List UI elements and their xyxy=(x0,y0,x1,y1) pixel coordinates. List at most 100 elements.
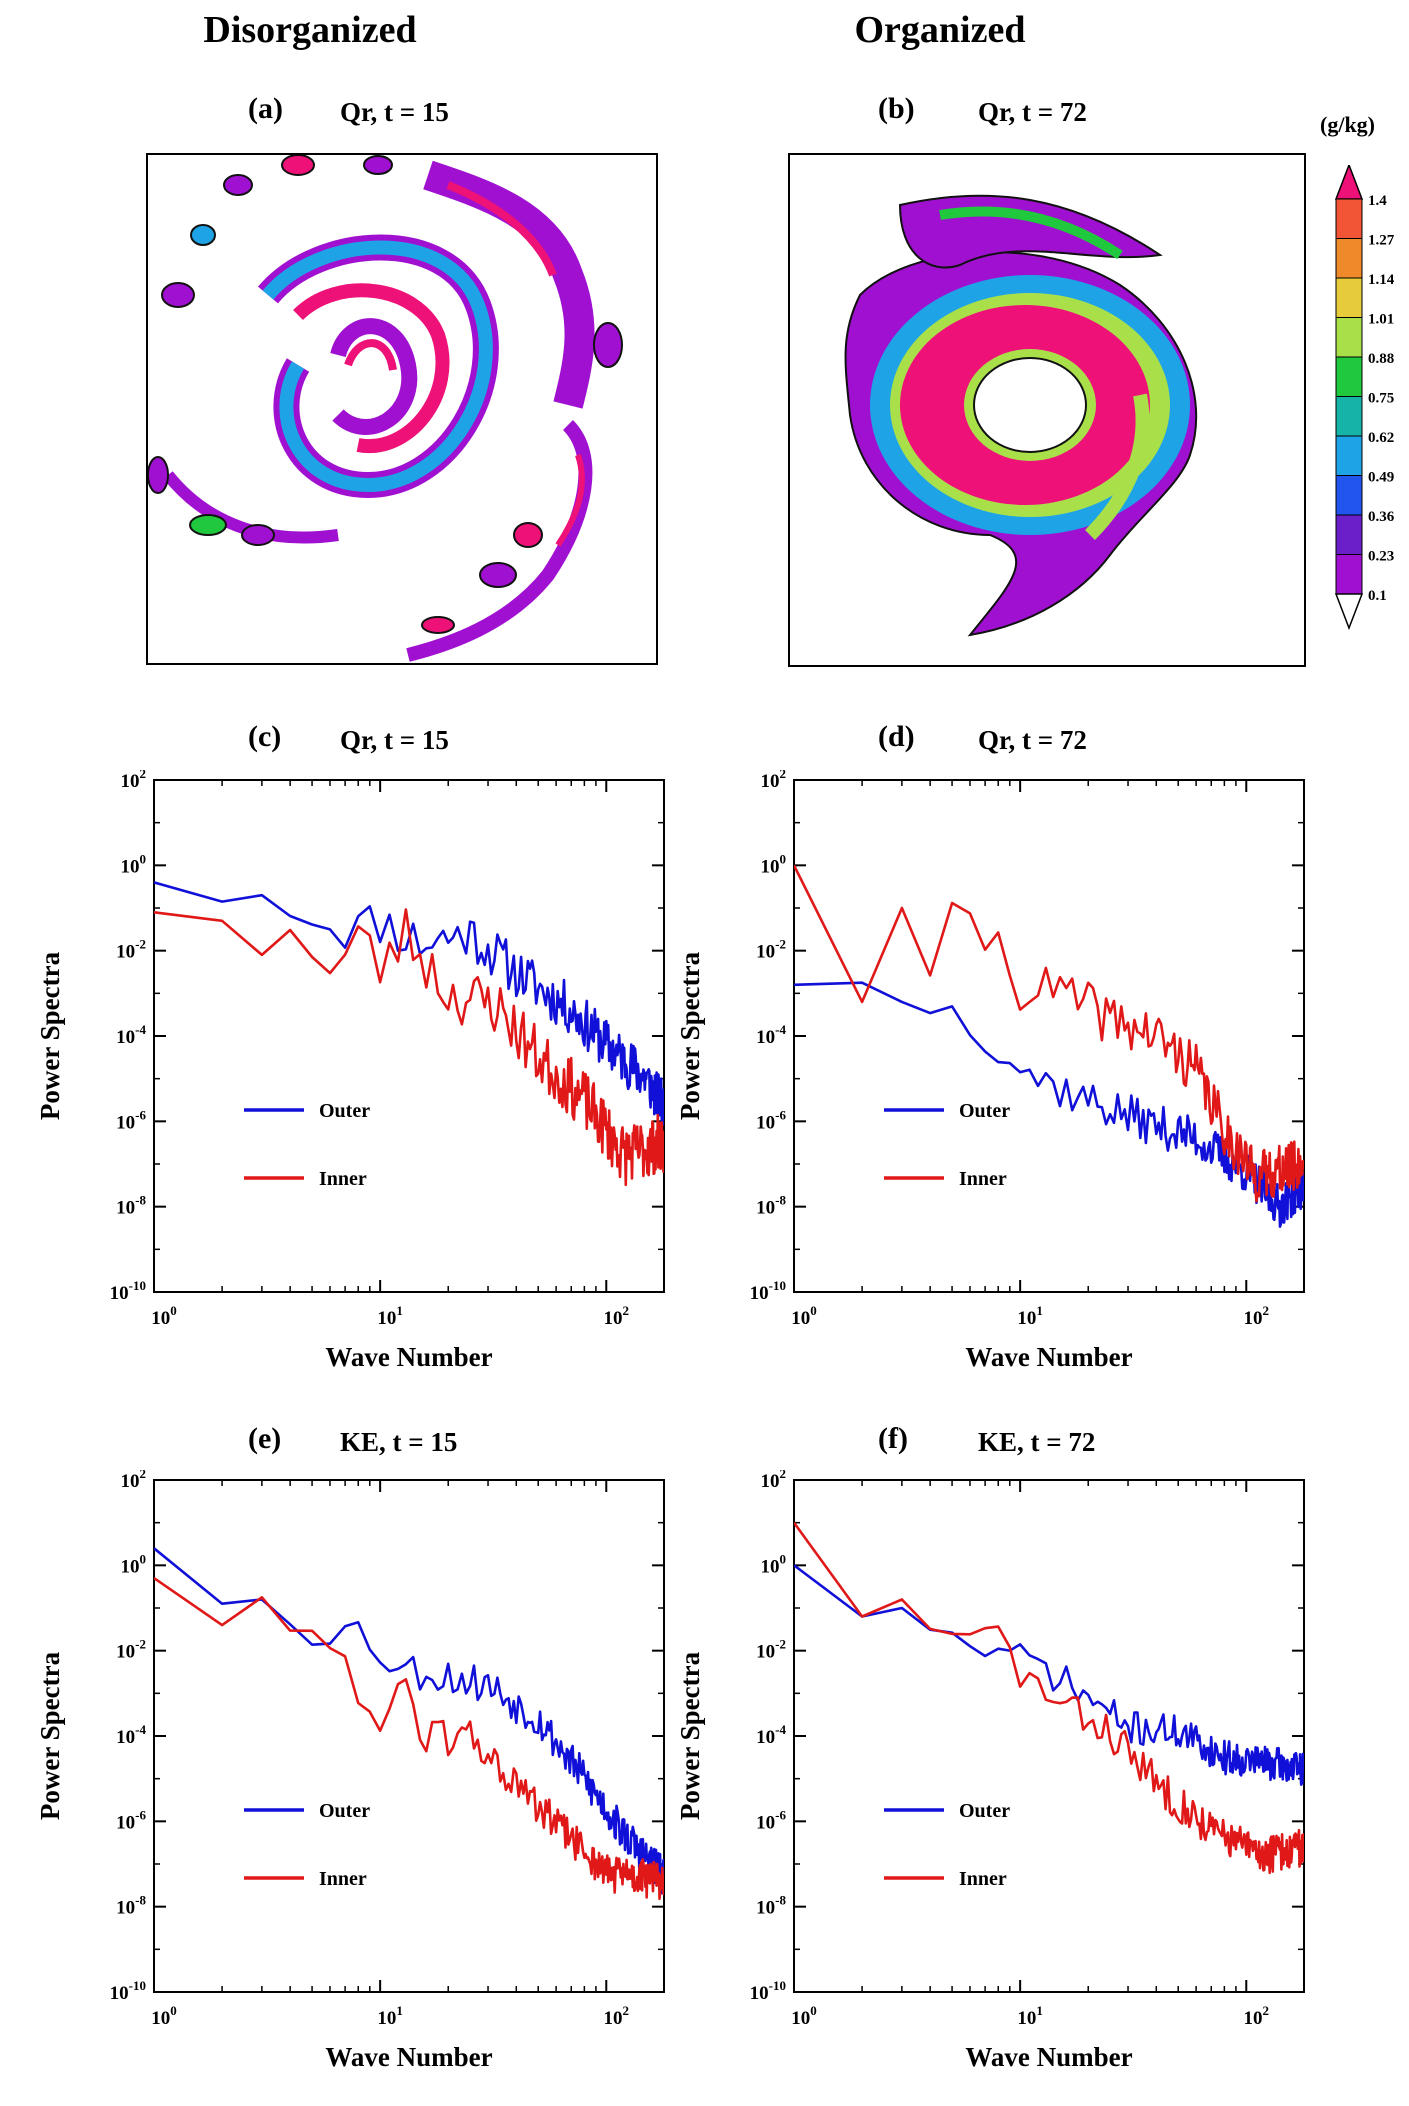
y-tick-label: 10-10 xyxy=(750,1978,786,2004)
panel-b-title: Qr, t = 72 xyxy=(978,97,1087,127)
colorbar-segment xyxy=(1335,435,1363,476)
panel-b-label: (b) xyxy=(878,92,915,125)
x-tick-label: 101 xyxy=(1017,2003,1043,2029)
legend-label-outer: Outer xyxy=(319,1100,370,1122)
y-tick-label: 10-4 xyxy=(756,1022,786,1048)
y-tick-label: 10-4 xyxy=(756,1722,786,1748)
series-line-outer xyxy=(154,1547,664,1895)
colorbar-bottom-arrow xyxy=(1334,593,1364,631)
y-tick-label: 10-2 xyxy=(116,1637,146,1663)
rain-map-a-image xyxy=(148,155,623,662)
colorbar-segment xyxy=(1335,356,1363,397)
panel-c-title: Qr, t = 15 xyxy=(340,725,449,755)
x-axis-label: Wave Number xyxy=(965,1342,1132,1372)
plot-frame xyxy=(793,1479,1305,1993)
y-tick-label: 10-4 xyxy=(116,1722,146,1748)
x-tick-label: 101 xyxy=(377,2003,403,2029)
panel-d-label: (d) xyxy=(878,720,915,753)
legend-label-inner: Inner xyxy=(959,1168,1007,1190)
colorbar-level-label: 1.4 xyxy=(1368,193,1387,209)
y-tick-label: 10-10 xyxy=(750,1278,786,1304)
rain-bands-a xyxy=(163,160,595,662)
colorbar-level-label: 0.88 xyxy=(1368,351,1394,367)
y-tick-label: 10-10 xyxy=(110,1978,146,2004)
colorbar-level-label: 0.23 xyxy=(1368,549,1394,565)
x-tick-label: 100 xyxy=(791,2003,817,2029)
y-tick-label: 102 xyxy=(121,1470,147,1492)
y-tick-label: 102 xyxy=(761,770,787,792)
y-tick-label: 10-6 xyxy=(756,1107,786,1133)
y-axis-label: Power Spectra xyxy=(675,1651,705,1820)
colorbar-level-label: 0.62 xyxy=(1368,430,1394,446)
colorbar-segment xyxy=(1335,277,1363,318)
y-tick-label: 100 xyxy=(121,851,147,877)
y-tick-label: 10-2 xyxy=(756,937,786,963)
x-tick-label: 102 xyxy=(1244,2003,1270,2029)
rain-cells-a xyxy=(148,155,623,634)
colorbar-level-label: 0.75 xyxy=(1368,391,1394,407)
x-tick-label: 102 xyxy=(1244,1303,1270,1329)
plot-frame xyxy=(793,779,1305,1293)
x-tick-label: 100 xyxy=(791,1303,817,1329)
panel-d-title: Qr, t = 72 xyxy=(978,725,1087,755)
y-tick-label: 100 xyxy=(761,1551,787,1577)
x-tick-label: 100 xyxy=(151,1303,177,1329)
series-line-inner xyxy=(154,908,664,1187)
y-axis-label: Power Spectra xyxy=(675,951,705,1120)
series-line-outer xyxy=(154,881,664,1126)
colorbar-segment xyxy=(1335,238,1363,279)
colorbar-level-label: 1.27 xyxy=(1368,233,1395,249)
colorbar-level-label: 0.36 xyxy=(1368,509,1395,525)
rain-map-b xyxy=(788,153,1306,667)
panel-f-label: (f) xyxy=(878,1422,908,1455)
colorbar-level-label: 0.1 xyxy=(1368,588,1387,604)
y-tick-label: 10-8 xyxy=(116,1893,146,1919)
colorbar-level-label: 0.49 xyxy=(1368,470,1394,486)
column-title-organized: Organized xyxy=(854,9,1026,51)
x-tick-label: 101 xyxy=(1017,1303,1043,1329)
y-tick-label: 102 xyxy=(761,1470,787,1492)
y-tick-label: 102 xyxy=(121,770,147,792)
x-axis-label: Wave Number xyxy=(965,2042,1132,2072)
colorbar-unit: (g/kg) xyxy=(1320,112,1375,137)
series-line-outer xyxy=(794,1564,1304,1787)
colorbar-segment xyxy=(1335,396,1363,437)
y-tick-label: 10-4 xyxy=(116,1022,146,1048)
colorbar: 1.4 1.27 1.14 1.01 0.88 0.75 0.62 0.49 0.36 0.23 0… xyxy=(1334,165,1395,631)
panel-f-title: KE, t = 72 xyxy=(978,1427,1096,1457)
x-tick-label: 102 xyxy=(604,2003,630,2029)
series-line-inner xyxy=(794,864,1304,1203)
panel-a-label: (a) xyxy=(248,92,283,125)
y-tick-label: 100 xyxy=(761,851,787,877)
colorbar-segment xyxy=(1335,554,1363,595)
rain-map-a xyxy=(146,153,658,665)
x-tick-label: 102 xyxy=(604,1303,630,1329)
panel-c-label: (c) xyxy=(248,720,282,753)
y-axis-label: Power Spectra xyxy=(35,951,65,1120)
panel-e-title: KE, t = 15 xyxy=(340,1427,458,1457)
y-tick-label: 10-6 xyxy=(116,1107,146,1133)
colorbar-segment xyxy=(1335,475,1363,516)
x-tick-label: 101 xyxy=(377,1303,403,1329)
colorbar-segment xyxy=(1335,514,1363,555)
legend-label-outer: Outer xyxy=(319,1800,370,1822)
legend-label-outer: Outer xyxy=(959,1800,1010,1822)
legend-label-inner: Inner xyxy=(319,1868,367,1890)
y-tick-label: 10-6 xyxy=(116,1807,146,1833)
y-tick-label: 10-2 xyxy=(116,937,146,963)
y-tick-label: 10-10 xyxy=(110,1278,146,1304)
panel-a-title: Qr, t = 15 xyxy=(340,97,449,127)
colorbar-level-label: 1.14 xyxy=(1368,272,1395,288)
rain-map-b-image xyxy=(844,194,1198,637)
y-tick-label: 100 xyxy=(121,1551,147,1577)
panel-e-label: (e) xyxy=(248,1422,282,1455)
column-title-disorganized: Disorganized xyxy=(203,9,417,51)
x-axis-label: Wave Number xyxy=(325,1342,492,1372)
x-axis-label: Wave Number xyxy=(325,2042,492,2072)
x-tick-label: 100 xyxy=(151,2003,177,2029)
series-line-inner xyxy=(794,1521,1304,1875)
